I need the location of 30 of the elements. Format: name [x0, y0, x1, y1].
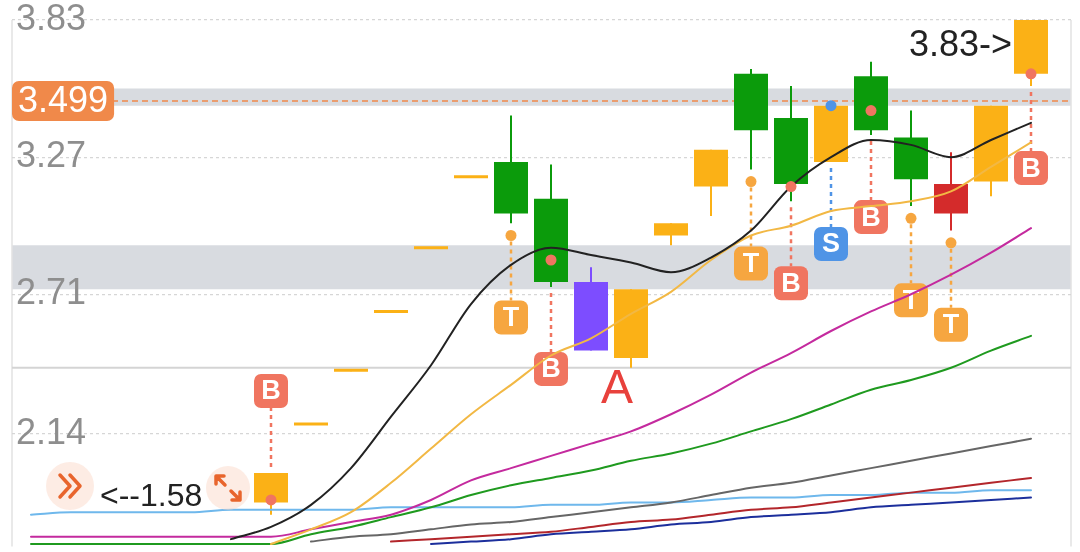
- annotation: A: [600, 360, 634, 414]
- point: [825, 100, 837, 112]
- annotation: 3.83->: [908, 22, 1012, 64]
- point: [785, 181, 797, 193]
- point: [865, 105, 877, 117]
- annotation: B: [1021, 152, 1041, 183]
- annotation: S: [821, 228, 841, 259]
- point: [505, 230, 517, 241]
- line-series: [390, 476, 1032, 543]
- y-tick-label: 3.27: [16, 134, 87, 176]
- annotation: T: [502, 301, 520, 332]
- annotation: T: [942, 309, 960, 340]
- ref-line-label: 3.499: [18, 78, 109, 120]
- y-tick-label: 2.71: [16, 271, 87, 313]
- y-tick-label: 2.14: [16, 410, 87, 452]
- line-series: [310, 437, 1032, 543]
- annotation: <--1.58: [100, 477, 203, 513]
- point: [745, 176, 757, 188]
- annotation: B: [261, 375, 281, 406]
- point: [265, 494, 277, 506]
- annotation: T: [742, 248, 760, 279]
- annotation: B: [861, 201, 881, 232]
- point: [545, 254, 557, 266]
- line-series: [430, 496, 1032, 546]
- y-tick-label: 3.83: [16, 0, 87, 38]
- point: [945, 237, 957, 249]
- point: [905, 212, 917, 224]
- annotation: B: [781, 267, 801, 298]
- point: [1025, 68, 1037, 80]
- annotation: B: [541, 353, 561, 384]
